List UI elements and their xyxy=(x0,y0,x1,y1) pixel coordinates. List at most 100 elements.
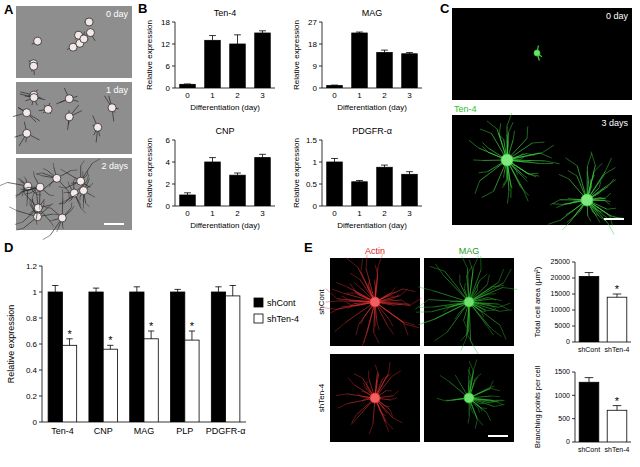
cell-process xyxy=(559,174,569,179)
cell-process xyxy=(385,405,390,407)
y-tick xyxy=(319,66,322,67)
x-tick-label: 0 xyxy=(332,91,337,100)
y-tick-label: 0 xyxy=(33,418,38,427)
cell-process xyxy=(33,171,35,176)
panel-label: D xyxy=(4,240,13,255)
cell-process xyxy=(59,187,66,188)
bar-chart: 02460123CNPDifferentiation (day)Relative… xyxy=(145,126,275,230)
bar xyxy=(130,292,144,422)
cell-process xyxy=(388,326,394,335)
cell-body xyxy=(36,183,44,191)
bar xyxy=(144,339,158,422)
cell-process xyxy=(16,192,21,198)
error-cap xyxy=(356,180,363,181)
cell-process xyxy=(480,256,481,270)
error-bar xyxy=(381,50,388,52)
cell-process xyxy=(368,370,369,378)
marks xyxy=(180,154,271,206)
image-content xyxy=(469,113,623,235)
error-cap xyxy=(234,173,241,174)
x-tick-label: 2 xyxy=(382,209,387,218)
y-axis xyxy=(322,140,323,206)
cell-process xyxy=(400,303,410,304)
cell-process xyxy=(469,287,503,302)
cell-body xyxy=(58,214,66,222)
row-label: shCont xyxy=(317,289,326,315)
cell-process xyxy=(471,410,473,414)
error-bar xyxy=(189,331,195,340)
error-cap xyxy=(259,154,266,155)
cell-process xyxy=(605,193,611,198)
cell-process xyxy=(487,310,495,311)
y-tick xyxy=(319,88,322,89)
significance-mark: * xyxy=(190,320,195,332)
cell-process xyxy=(491,388,500,390)
cell-process xyxy=(440,375,449,381)
x-tick-label: 2 xyxy=(235,209,240,218)
x-tick-label: 1 xyxy=(357,91,362,100)
error-line xyxy=(96,288,97,292)
y-tick-label: 20000 xyxy=(551,274,571,281)
error-bar xyxy=(585,273,594,277)
y-tick xyxy=(319,22,322,23)
significance-mark: * xyxy=(67,328,72,340)
cell-process xyxy=(437,398,446,401)
bar xyxy=(327,162,343,206)
cell-body xyxy=(53,174,61,182)
x-tick-label: CNP xyxy=(94,426,113,436)
legend-swatch xyxy=(254,314,263,323)
chart-title: CNP xyxy=(215,126,234,136)
cell-process xyxy=(461,338,467,351)
cell-process xyxy=(433,291,469,302)
cell-process xyxy=(608,224,614,235)
panel-a-images: 0 day1 day2 days xyxy=(0,6,132,240)
cell-process xyxy=(29,212,31,215)
panel-label: B xyxy=(138,1,147,16)
chart-title: MAG xyxy=(362,8,383,18)
error-line xyxy=(589,273,590,277)
cell-process xyxy=(15,222,23,225)
significance-mark: * xyxy=(615,395,620,407)
cell-process xyxy=(419,306,433,308)
y-tick-label: 500 xyxy=(558,415,570,422)
cell-process xyxy=(542,145,554,153)
error-cap xyxy=(215,286,221,287)
cell-body xyxy=(108,104,116,112)
error-bar xyxy=(215,287,221,292)
cell-process xyxy=(596,216,600,222)
bar xyxy=(607,297,627,342)
cell-process xyxy=(45,207,51,209)
error-cap xyxy=(585,272,594,273)
cell-process xyxy=(469,302,471,341)
fluorescence-image xyxy=(424,258,514,346)
cell-process xyxy=(487,275,489,285)
y-tick xyxy=(39,318,42,319)
cell-process xyxy=(523,189,528,201)
cell-process xyxy=(364,332,368,344)
cell-process xyxy=(416,311,432,312)
error-bar xyxy=(356,180,363,181)
cell-body xyxy=(85,18,93,26)
cell-process xyxy=(69,200,72,201)
cell-process xyxy=(405,324,419,328)
error-bar xyxy=(93,288,99,292)
cell-process xyxy=(498,269,503,282)
y-axis-label: Relative expression xyxy=(145,20,154,90)
cell-process xyxy=(71,202,73,207)
image-content xyxy=(415,256,517,355)
y-tick-label: 6 xyxy=(166,62,171,71)
y-tick xyxy=(572,442,575,443)
cell-process xyxy=(475,420,477,429)
image-caption: 1 day xyxy=(106,85,129,95)
cell-process xyxy=(375,365,378,374)
panel-label: E xyxy=(304,240,313,255)
cell-process xyxy=(521,187,529,196)
marks xyxy=(579,378,627,442)
cell-process xyxy=(403,289,415,292)
cell-process xyxy=(87,174,88,181)
bar-chart: 00.511.50123PDGFR-αDifferentiation (day)… xyxy=(292,126,422,230)
error-cap xyxy=(209,157,216,158)
y-axis-label: Total cell area (µm²) xyxy=(533,266,542,337)
cell-process xyxy=(507,191,509,203)
cell-process xyxy=(477,285,478,291)
